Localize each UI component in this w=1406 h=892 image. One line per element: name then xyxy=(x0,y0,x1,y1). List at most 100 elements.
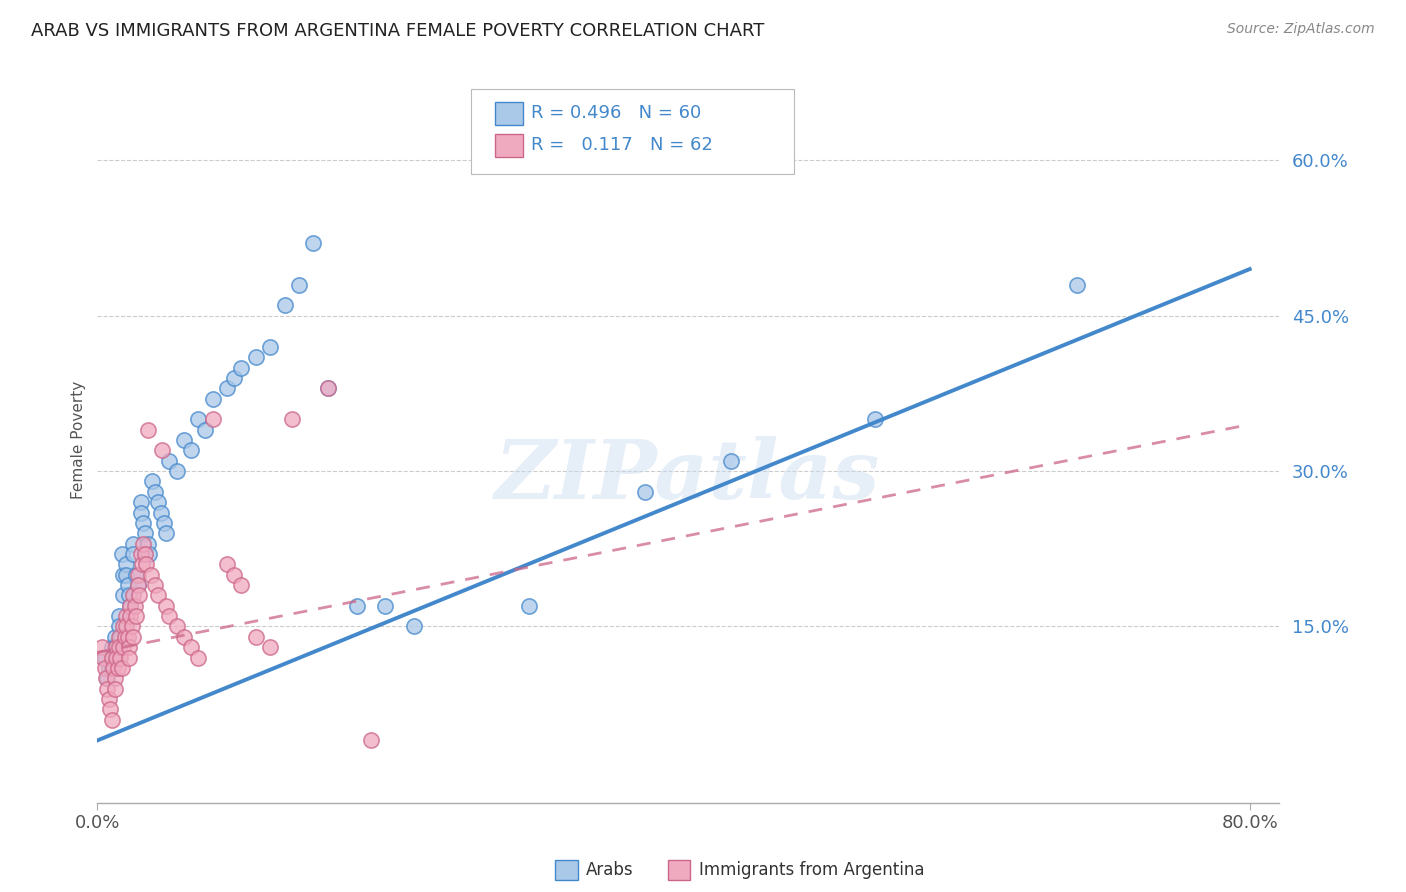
Point xyxy=(127,567,149,582)
Point xyxy=(166,619,188,633)
Point xyxy=(152,516,174,530)
Point xyxy=(108,619,131,633)
Point xyxy=(302,236,325,251)
Point xyxy=(157,609,180,624)
Point xyxy=(120,599,142,613)
Point xyxy=(187,650,209,665)
Point xyxy=(112,588,135,602)
Point xyxy=(259,340,281,354)
Point xyxy=(346,599,368,613)
Point xyxy=(180,640,202,655)
Point xyxy=(201,412,224,426)
Point xyxy=(155,599,177,613)
Point xyxy=(127,578,149,592)
Point xyxy=(404,619,426,633)
Point xyxy=(117,630,139,644)
Point xyxy=(132,516,155,530)
Point xyxy=(118,650,141,665)
Point xyxy=(110,630,132,644)
Point xyxy=(98,702,121,716)
Point xyxy=(111,547,134,561)
Point xyxy=(122,547,145,561)
Point xyxy=(149,506,172,520)
Point xyxy=(122,588,145,602)
Point xyxy=(122,536,145,550)
Point xyxy=(134,526,156,541)
Point xyxy=(110,650,132,665)
Point xyxy=(124,599,146,613)
Point xyxy=(224,371,246,385)
Point xyxy=(128,588,150,602)
Point xyxy=(281,412,304,426)
Point xyxy=(374,599,396,613)
Point xyxy=(112,619,135,633)
Point xyxy=(122,630,145,644)
Point xyxy=(97,661,120,675)
Y-axis label: Female Poverty: Female Poverty xyxy=(72,381,86,500)
Point xyxy=(129,495,152,509)
Point xyxy=(108,609,131,624)
Text: ZIPatlas: ZIPatlas xyxy=(495,436,880,516)
Text: Arabs: Arabs xyxy=(586,861,634,879)
Point xyxy=(93,661,115,675)
Point xyxy=(108,630,131,644)
Point xyxy=(117,578,139,592)
Point xyxy=(273,298,295,312)
Point xyxy=(104,640,127,655)
Point xyxy=(136,423,159,437)
Point xyxy=(100,650,122,665)
Point xyxy=(231,578,253,592)
Point xyxy=(125,567,148,582)
Point xyxy=(245,630,267,644)
Point xyxy=(224,567,246,582)
Point xyxy=(103,661,125,675)
Point xyxy=(104,681,127,696)
Point xyxy=(135,558,157,572)
Point xyxy=(97,692,120,706)
Point xyxy=(100,650,122,665)
Point xyxy=(720,454,742,468)
Point xyxy=(863,412,886,426)
Point xyxy=(127,578,149,592)
Point xyxy=(138,547,160,561)
Point xyxy=(111,661,134,675)
Point xyxy=(316,381,339,395)
Point xyxy=(96,671,118,685)
Point xyxy=(146,588,169,602)
Point xyxy=(115,609,138,624)
Text: R =   0.117   N = 62: R = 0.117 N = 62 xyxy=(531,136,713,154)
Point xyxy=(104,630,127,644)
Point xyxy=(112,640,135,655)
Point xyxy=(100,640,122,655)
Point xyxy=(201,392,224,406)
Point xyxy=(180,443,202,458)
Point xyxy=(118,640,141,655)
Point xyxy=(118,588,141,602)
Point xyxy=(104,671,127,685)
Point xyxy=(173,630,195,644)
Point xyxy=(141,475,163,489)
Point xyxy=(114,630,136,644)
Point xyxy=(259,640,281,655)
Point xyxy=(105,650,128,665)
Point xyxy=(136,536,159,550)
Point xyxy=(146,495,169,509)
Point xyxy=(150,443,173,458)
Point xyxy=(166,464,188,478)
Text: R = 0.496   N = 60: R = 0.496 N = 60 xyxy=(531,104,702,122)
Point xyxy=(194,423,217,437)
Point xyxy=(231,360,253,375)
Text: Immigrants from Argentina: Immigrants from Argentina xyxy=(699,861,924,879)
Point xyxy=(94,671,117,685)
Text: ARAB VS IMMIGRANTS FROM ARGENTINA FEMALE POVERTY CORRELATION CHART: ARAB VS IMMIGRANTS FROM ARGENTINA FEMALE… xyxy=(31,22,765,40)
Point xyxy=(115,558,138,572)
Point xyxy=(316,381,339,395)
Point xyxy=(121,619,143,633)
Point xyxy=(132,536,155,550)
Point xyxy=(91,650,114,665)
Point xyxy=(245,350,267,364)
Point xyxy=(93,650,115,665)
Point xyxy=(115,619,138,633)
Point xyxy=(112,567,135,582)
Point xyxy=(173,433,195,447)
